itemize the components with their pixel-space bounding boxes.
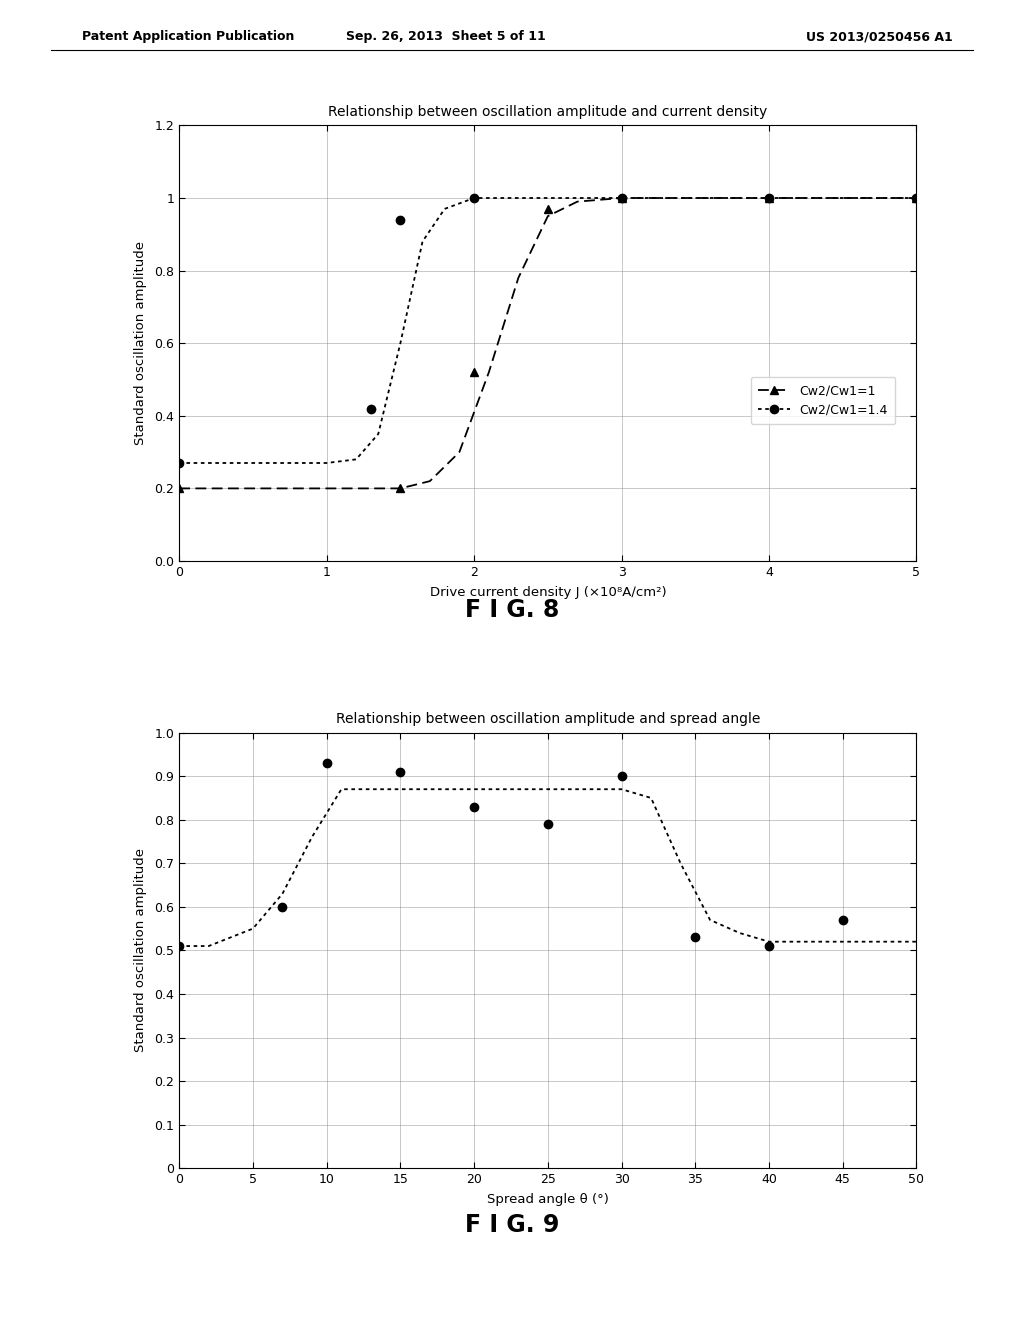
Title: Relationship between oscillation amplitude and current density: Relationship between oscillation amplitu…: [329, 104, 767, 119]
Y-axis label: Standard oscillation amplitude: Standard oscillation amplitude: [134, 849, 147, 1052]
Text: US 2013/0250456 A1: US 2013/0250456 A1: [806, 30, 952, 44]
Text: Patent Application Publication: Patent Application Publication: [82, 30, 294, 44]
Legend: Cw2∕Cw1=1, Cw2∕Cw1=1.4: Cw2∕Cw1=1, Cw2∕Cw1=1.4: [751, 376, 895, 424]
Text: Sep. 26, 2013  Sheet 5 of 11: Sep. 26, 2013 Sheet 5 of 11: [345, 30, 546, 44]
X-axis label: Spread angle θ (°): Spread angle θ (°): [486, 1193, 609, 1206]
Text: F I G. 9: F I G. 9: [465, 1213, 559, 1237]
Title: Relationship between oscillation amplitude and spread angle: Relationship between oscillation amplitu…: [336, 711, 760, 726]
Y-axis label: Standard oscillation amplitude: Standard oscillation amplitude: [134, 242, 147, 445]
Text: F I G. 8: F I G. 8: [465, 598, 559, 622]
X-axis label: Drive current density J (×10⁸A∕cm²): Drive current density J (×10⁸A∕cm²): [429, 586, 667, 599]
